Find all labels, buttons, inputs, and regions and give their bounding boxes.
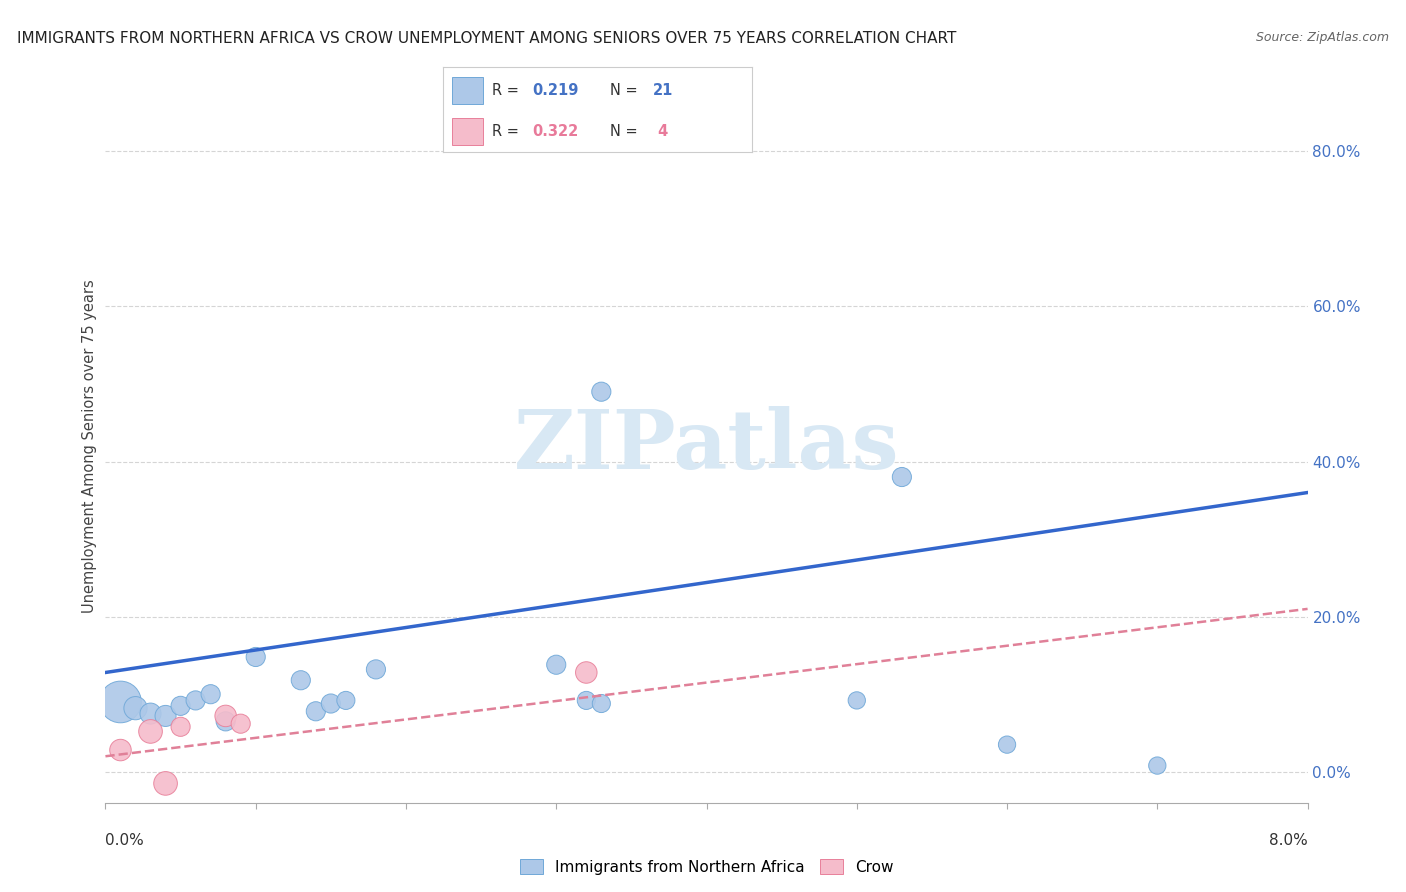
Point [245,650,267,665]
Point [139,706,162,721]
Point [575,665,598,680]
Point [200,687,222,701]
Point [214,714,236,729]
Point [184,693,207,707]
Point [305,704,328,718]
Point [845,693,868,707]
Point [155,776,177,790]
Text: 4: 4 [654,124,668,139]
Bar [453,77,484,104]
Text: 0.219: 0.219 [533,83,579,98]
Point [124,701,146,715]
Point [319,697,342,711]
Point [890,470,912,484]
Point [110,743,132,757]
Point [575,693,598,707]
Text: 0.322: 0.322 [533,124,579,139]
Point [591,697,613,711]
Point [155,709,177,723]
Text: ZIPatlas: ZIPatlas [513,406,900,486]
Point [169,698,191,713]
Legend: Immigrants from Northern Africa, Crow: Immigrants from Northern Africa, Crow [513,853,900,880]
Point [139,724,162,739]
Text: 21: 21 [654,83,673,98]
Point [110,695,132,709]
Point [214,709,236,723]
Point [1146,758,1168,772]
Point [169,720,191,734]
Point [546,657,568,672]
Text: Source: ZipAtlas.com: Source: ZipAtlas.com [1256,31,1389,45]
Y-axis label: Unemployment Among Seniors over 75 years: Unemployment Among Seniors over 75 years [82,279,97,613]
Text: N =: N = [610,83,643,98]
Text: N =: N = [610,124,643,139]
Text: R =: R = [492,83,524,98]
Point [229,716,252,731]
Text: R =: R = [492,124,524,139]
Point [364,662,387,676]
Point [591,384,613,399]
Point [335,693,357,707]
Point [995,738,1018,752]
Bar [453,118,484,145]
Point [290,673,312,688]
Text: 8.0%: 8.0% [1268,833,1308,847]
Text: IMMIGRANTS FROM NORTHERN AFRICA VS CROW UNEMPLOYMENT AMONG SENIORS OVER 75 YEARS: IMMIGRANTS FROM NORTHERN AFRICA VS CROW … [17,31,956,46]
Text: 0.0%: 0.0% [105,833,145,847]
